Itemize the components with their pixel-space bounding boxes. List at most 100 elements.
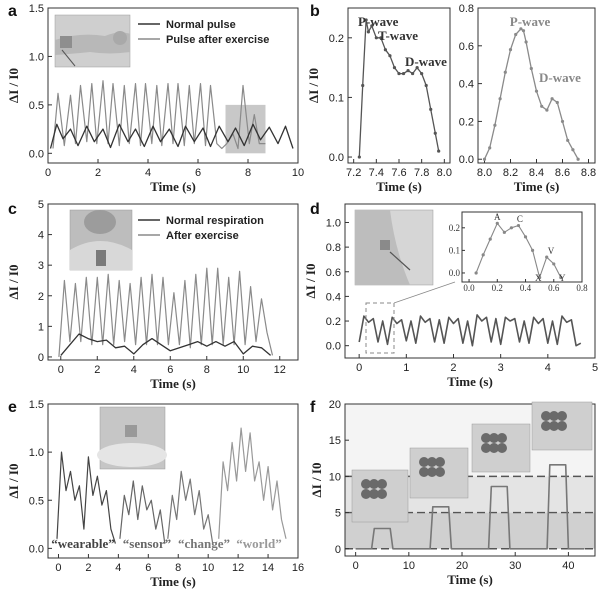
data-point [530,248,535,252]
data-point [555,100,559,105]
grape-icon [427,467,437,477]
grape-icon [377,479,387,489]
inset-x-tick-label: 0.6 [548,283,560,293]
data-point [509,226,514,230]
data-point [498,97,502,101]
data-point [508,47,513,52]
y-tick-label: 0.0 [329,152,344,164]
y-tick-label: 2 [38,291,44,303]
plot-frame [344,403,596,557]
x-tick-label: 7.4 [369,167,384,179]
series-line-f [355,463,585,550]
x-tick-label: 0 [55,562,61,574]
y-tick-label: 0.8 [326,242,341,254]
photo-throat-inset [354,209,434,286]
x-tick-label: 40 [562,560,574,572]
x-tick-label: 2 [85,562,91,574]
x-tick-label: 8 [175,562,181,574]
data-point [411,71,415,76]
x-tick-label: 10 [202,562,214,574]
y-tick-label: 0.0 [459,154,474,166]
y-tick-label: 1.5 [29,399,44,411]
data-point [364,18,368,22]
y-axis-title: ΔI / I0 [306,68,321,103]
y-tick-label: 0.2 [459,116,474,128]
data-point [516,223,521,228]
data-point [401,71,406,76]
data-point [482,157,487,161]
plot-frame [477,7,596,164]
data-point [406,68,410,73]
inset-frame [461,211,583,283]
chart-d: 0 1 2 3 4 5 0.0 0.2 0.4 0.6 0.8 1.0 Time (s) ΔI / I0 0… [303,203,598,389]
y-tick-label: 5 [38,199,44,211]
x-tick-label: 30 [509,560,521,572]
x-tick-label: 6 [145,562,151,574]
grape-icon [419,467,429,477]
x-tick-label: 2 [94,364,100,376]
y-tick-label: 20 [329,399,341,411]
data-point [361,83,365,88]
x-tick-label: 6 [195,167,201,179]
y-tick-label: 3 [38,260,44,272]
x-tick-label: 1 [403,362,409,374]
data-point [495,221,499,225]
inset-y-tick-label: 0.2 [449,223,460,233]
data-point [488,237,492,241]
y-tick-label: 15 [329,435,341,447]
y-tick-label: 1 [38,321,44,333]
data-point [514,32,518,37]
data-point [576,157,580,161]
x-axis-title: Time (s) [376,179,422,194]
data-point [523,235,528,239]
inset-x-tick-label: 0.0 [463,283,475,293]
chart-e: 0 2 4 6 8 10 12 14 16 0.0 0.5 1.0 1.5 Time (s) ΔI / I0… [6,399,304,589]
data-point [502,230,506,234]
series-line-after-exercise [58,267,274,357]
inset-x-tick-label: 0.2 [492,283,503,293]
inset-y-tick-label: 0.0 [449,268,461,278]
data-point [503,70,507,74]
data-point [437,149,441,153]
word-label: “change” [178,536,230,551]
inset-point-label: V [548,246,555,256]
series-line-world [218,427,287,539]
y-tick-label: 0.1 [329,92,344,104]
y-tick-label: 0.0 [326,341,341,353]
data-point [383,48,387,52]
series-line-normal [49,123,294,149]
y-tick-label: 0.6 [459,41,474,53]
x-tick-label: 8.8 [581,167,596,179]
data-point [493,123,497,127]
x-tick-label: 4 [115,562,121,574]
annotation-d-wave: D-wave [539,70,581,85]
y-tick-label: 1.5 [29,3,44,15]
word-label: “world” [236,536,282,551]
y-tick-label: 0.4 [326,291,341,303]
data-point [424,83,428,88]
grape-icon [557,411,567,421]
x-tick-label: 0 [356,362,362,374]
x-tick-label: 0 [45,167,51,179]
data-point [397,71,401,76]
panel-letter-e: e [8,399,17,416]
inset-point-label: Y [559,273,566,283]
y-tick-label: 0 [38,352,44,364]
x-axis-title: Time (s) [150,179,196,194]
x-tick-label: 8.2 [503,167,518,179]
grape-icon [427,457,437,467]
word-label: “wearable” [51,536,115,551]
x-tick-label: 7.8 [414,167,429,179]
y-tick-label: 0.6 [326,267,341,279]
data-point [488,146,492,150]
grape-icon [549,411,559,421]
x-tick-label: 10 [237,364,249,376]
data-point [474,271,478,275]
grape-icon [377,489,387,499]
data-point [552,262,556,266]
panel-letter-a: a [8,3,17,20]
x-tick-label: 4 [145,167,151,179]
data-point [571,148,575,152]
x-tick-label: 0 [58,364,64,376]
